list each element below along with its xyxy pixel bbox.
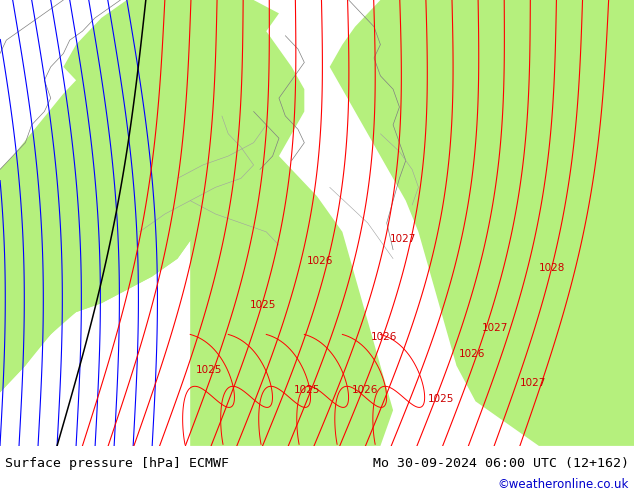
Text: 1026: 1026 <box>351 385 378 395</box>
Text: 1026: 1026 <box>307 256 333 266</box>
Text: 1025: 1025 <box>250 300 276 311</box>
Text: Surface pressure [hPa] ECMWF: Surface pressure [hPa] ECMWF <box>5 457 229 469</box>
Text: 1027: 1027 <box>389 234 416 244</box>
Text: 1026: 1026 <box>459 349 486 360</box>
Text: ©weatheronline.co.uk: ©weatheronline.co.uk <box>498 478 629 490</box>
Text: 1027: 1027 <box>519 378 546 389</box>
Text: 1025: 1025 <box>427 394 454 404</box>
Text: 1025: 1025 <box>196 365 223 375</box>
Text: 1025: 1025 <box>294 385 321 395</box>
Text: Mo 30-09-2024 06:00 UTC (12+162): Mo 30-09-2024 06:00 UTC (12+162) <box>373 457 629 469</box>
Text: 1028: 1028 <box>538 263 565 272</box>
Text: 1027: 1027 <box>481 323 508 333</box>
Text: 1026: 1026 <box>370 332 397 342</box>
